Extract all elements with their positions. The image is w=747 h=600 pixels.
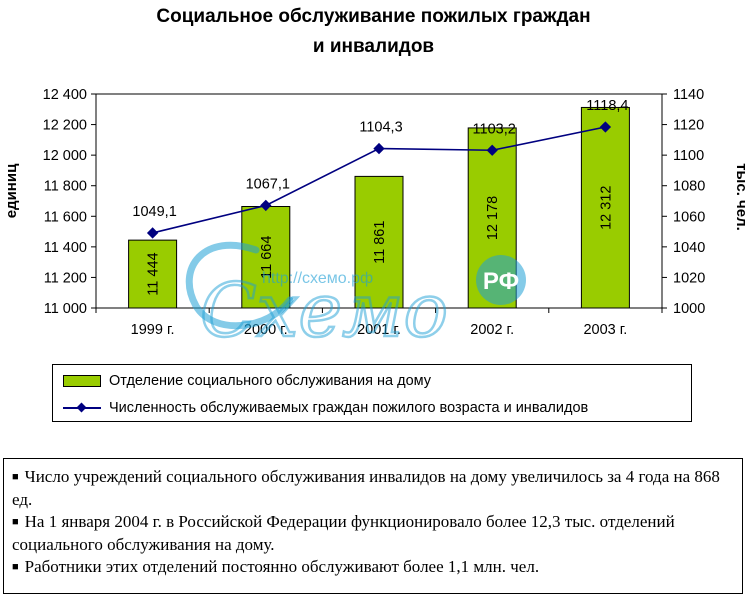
y-axis-title: единиц <box>3 163 20 218</box>
y2-tick-label: 1020 <box>673 270 705 286</box>
line-value-label: 1103,2 <box>473 121 516 137</box>
bar-value-label: 12 178 <box>485 196 501 240</box>
note-text: Работники этих отделений постоянно обслу… <box>24 557 540 576</box>
y2-tick-label: 1120 <box>673 118 704 134</box>
bullet-icon: ■ <box>12 561 19 573</box>
y-tick-label: 11 200 <box>44 270 87 286</box>
x-tick-label: 2002 г. <box>470 322 514 338</box>
y2-tick-label: 1080 <box>673 179 705 195</box>
bar <box>241 206 291 309</box>
x-tick-label: 2003 г. <box>583 322 627 338</box>
note-item: ■ Число учреждений социального обслуживан… <box>12 466 732 511</box>
bar <box>128 239 178 309</box>
chart-title-line-1: Социальное обслуживание пожилых граждан <box>156 6 591 27</box>
watermark-logo-text: Схемо <box>200 268 448 354</box>
line-point <box>260 199 272 212</box>
y-tick-label: 11 800 <box>44 179 87 195</box>
bullet-icon: ■ <box>12 471 19 483</box>
line-value-label: 1118,4 <box>586 98 628 114</box>
watermark-swoosh <box>185 241 294 330</box>
y-tick-label: 12 200 <box>43 118 87 134</box>
bullet-icon: ■ <box>12 516 19 528</box>
legend-line-label: Численность обслуживаемых граждан пожило… <box>109 400 589 416</box>
note-text: Число учреждений социального обслуживани… <box>12 467 720 509</box>
bar-value-label: 11 444 <box>146 252 162 295</box>
legend-line-swatch <box>63 402 101 414</box>
chart-title-line-2: и инвалидов <box>312 36 435 57</box>
bar-value-label: 11 861 <box>372 221 388 264</box>
note-text: На 1 января 2004 г. в Российской Федерац… <box>12 512 675 554</box>
note-item: ■ Работники этих отделений постоянно обсл… <box>12 556 732 579</box>
line-value-label: 1049,1 <box>132 204 176 220</box>
bar <box>354 175 404 309</box>
y-tick-label: 11 600 <box>44 209 87 225</box>
x-tick-label: 2001 г. <box>357 322 401 338</box>
y2-tick-label: 1000 <box>673 301 705 317</box>
y2-axis-title: тыс. чел. <box>733 163 747 231</box>
y-tick-label: 11 400 <box>44 240 87 256</box>
legend-item-bars: Отделение социального обслуживания на до… <box>63 371 431 391</box>
line-point <box>486 144 498 156</box>
y2-tick-label: 1140 <box>673 87 704 103</box>
line-point <box>373 142 385 155</box>
note-item: ■ На 1 января 2004 г. в Российской Федера… <box>12 511 732 556</box>
chart-title: Социальное обслуживание пожилых граждан … <box>0 2 747 62</box>
line-value-label: 1067,1 <box>246 176 290 192</box>
chart-legend: Отделение социального обслуживания на до… <box>52 364 692 422</box>
legend-bar-label: Отделение социального обслуживания на до… <box>109 373 432 389</box>
y2-tick-label: 1100 <box>673 148 704 164</box>
watermark-badge-shape <box>476 255 526 305</box>
legend-bar-swatch <box>63 375 101 387</box>
x-tick-label: 1999 г. <box>131 322 175 338</box>
bar-value-label: 12 312 <box>598 186 614 230</box>
y-tick-label: 12 000 <box>43 148 87 164</box>
bar-value-label: 11 664 <box>259 236 275 279</box>
bar <box>580 106 630 309</box>
notes-box: ■ Число учреждений социального обслуживан… <box>3 458 743 594</box>
line-value-label: 1104,3 <box>359 120 402 136</box>
line-point <box>146 227 159 239</box>
y2-tick-label: 1060 <box>673 209 705 225</box>
chart: 11 000 11 200 11 400 11 600 11 800 12 000 12 2… <box>3 87 747 355</box>
watermark-url: http://схемо.рф <box>262 270 373 287</box>
y-tick-label: 12 400 <box>43 87 87 103</box>
y2-tick-label: 1040 <box>673 240 705 256</box>
watermark-badge-text: РФ <box>483 268 519 295</box>
legend-item-line: Численность обслуживаемых граждан пожило… <box>63 398 588 418</box>
y-tick-label: 11 000 <box>44 301 87 317</box>
